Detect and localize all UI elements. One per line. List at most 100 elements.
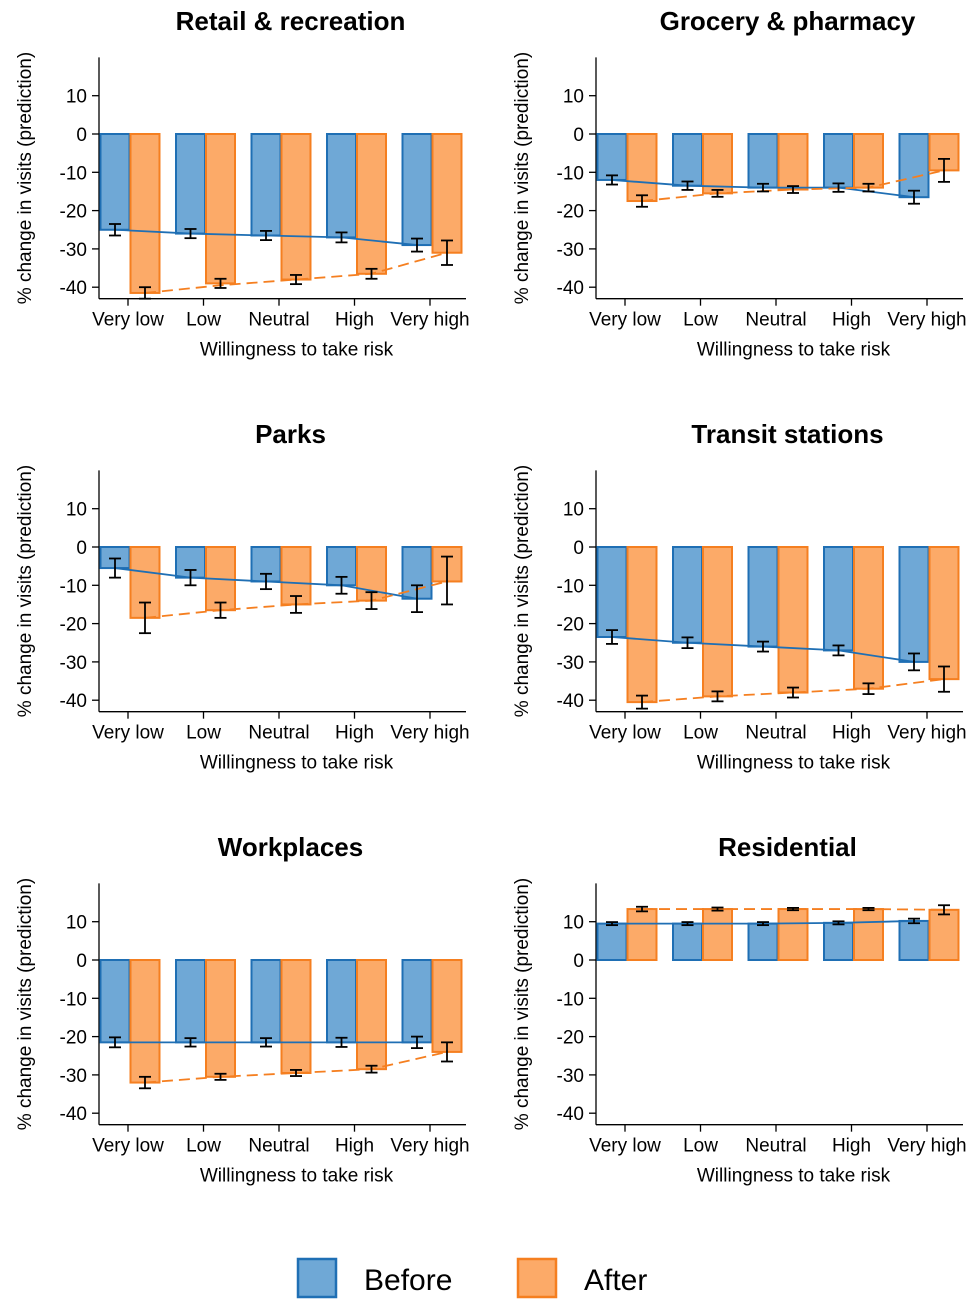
bar-after [853, 546, 884, 690]
y-axis-label: % change in visits (prediction) [512, 465, 533, 717]
bar-after [205, 959, 236, 1078]
bar-before [672, 922, 703, 961]
error-bar-after [365, 1064, 378, 1074]
x-tick-label: Low [186, 310, 221, 331]
y-tick-label: 0 [76, 951, 87, 972]
error-bar-before [335, 575, 348, 595]
bar-before [250, 959, 282, 1044]
error-bar-before [757, 182, 769, 193]
error-bar-before [606, 921, 618, 927]
bar-before [596, 133, 628, 181]
x-tick-label: Very high [887, 310, 966, 331]
legend-swatch-before [296, 1257, 338, 1299]
error-bar-before [757, 921, 769, 927]
error-bar-before [757, 640, 769, 653]
error-bar-after [139, 1075, 151, 1090]
panel-title: Workplaces [218, 832, 363, 862]
error-bar-after [711, 189, 724, 198]
bar-after [777, 133, 809, 191]
y-tick-label: -40 [60, 691, 87, 712]
y-tick-label: 0 [76, 538, 87, 559]
y-tick-label: -40 [60, 278, 87, 299]
error-bar-before [681, 921, 694, 927]
legend-label-after: After [584, 1264, 647, 1297]
bar-after [356, 133, 387, 275]
x-tick-label: Neutral [745, 723, 806, 744]
x-tick-label: Neutral [248, 723, 309, 744]
error-bar-before [681, 636, 694, 650]
chart-panel: Residential % change in visits (predictio… [512, 832, 967, 1187]
error-bar-after [938, 157, 950, 183]
error-bar-after [711, 906, 724, 912]
panel-title: Parks [255, 419, 326, 449]
y-tick-label: 0 [76, 125, 87, 146]
error-bar-after [787, 907, 799, 912]
y-tick-label: -20 [60, 615, 87, 636]
x-tick-label: Very high [887, 1136, 966, 1157]
x-axis-label: Willingness to take risk [200, 340, 394, 361]
bar-before [823, 921, 854, 961]
bar-after [431, 133, 463, 254]
error-bar-before [184, 569, 197, 587]
error-bar-after [290, 1069, 302, 1077]
y-tick-label: -30 [60, 240, 87, 261]
error-bar-after [441, 555, 453, 606]
bar-before [175, 959, 206, 1044]
x-axis-label: Willingness to take risk [697, 340, 891, 361]
error-bar-before [606, 629, 618, 645]
x-tick-label: High [335, 723, 374, 744]
y-tick-label: -10 [60, 989, 87, 1010]
y-axis-label: % change in visits (prediction) [15, 465, 36, 717]
error-bar-after [938, 904, 950, 916]
error-bar-before [832, 644, 845, 657]
error-bar-after [636, 194, 648, 208]
y-tick-label: 0 [573, 951, 584, 972]
x-tick-label: High [335, 1136, 374, 1157]
error-bar-after [787, 686, 799, 699]
error-bar-before [681, 180, 694, 191]
bar-after [853, 133, 884, 189]
y-tick-label: 10 [563, 500, 584, 521]
error-bar-before [411, 584, 423, 614]
x-tick-label: Very high [887, 723, 966, 744]
x-tick-label: Very low [589, 310, 661, 331]
error-bar-after [711, 690, 724, 703]
bar-after [129, 959, 161, 1084]
error-bar-before [260, 572, 272, 591]
bar-after [280, 959, 312, 1074]
bar-after [280, 133, 312, 281]
error-bar-after [214, 601, 227, 619]
y-axis-label: % change in visits (prediction) [15, 52, 36, 304]
x-tick-label: Low [186, 723, 221, 744]
bar-after [205, 133, 236, 285]
bar-after [702, 133, 733, 195]
error-bar-before [606, 174, 618, 186]
y-tick-label: -20 [557, 202, 584, 223]
x-tick-label: Neutral [745, 1136, 806, 1157]
error-bar-before [908, 189, 920, 205]
y-tick-label: -10 [60, 576, 87, 597]
y-tick-label: 10 [563, 87, 584, 108]
x-tick-label: High [832, 1136, 871, 1157]
y-tick-label: -30 [557, 1066, 584, 1087]
y-axis-label: % change in visits (prediction) [15, 878, 36, 1130]
x-tick-label: Neutral [745, 310, 806, 331]
bar-after [702, 546, 733, 698]
panel-title: Transit stations [691, 419, 883, 449]
error-bar-after [441, 1041, 453, 1063]
bar-before [747, 922, 779, 961]
y-tick-label: -20 [557, 615, 584, 636]
x-tick-label: Very high [390, 723, 469, 744]
y-tick-label: -40 [557, 278, 584, 299]
error-bar-before [184, 1037, 197, 1048]
x-tick-label: Very high [390, 310, 469, 331]
error-bar-after [365, 591, 378, 610]
chart-panel: Parks % change in visits (prediction) 10 0 -… [15, 419, 470, 774]
bar-before [898, 133, 930, 199]
bar-after [928, 908, 960, 962]
error-bar-before [411, 1035, 423, 1049]
error-bar-before [260, 1037, 272, 1048]
bar-before [596, 922, 628, 961]
bar-before [401, 959, 433, 1044]
y-axis-label: % change in visits (prediction) [512, 878, 533, 1130]
